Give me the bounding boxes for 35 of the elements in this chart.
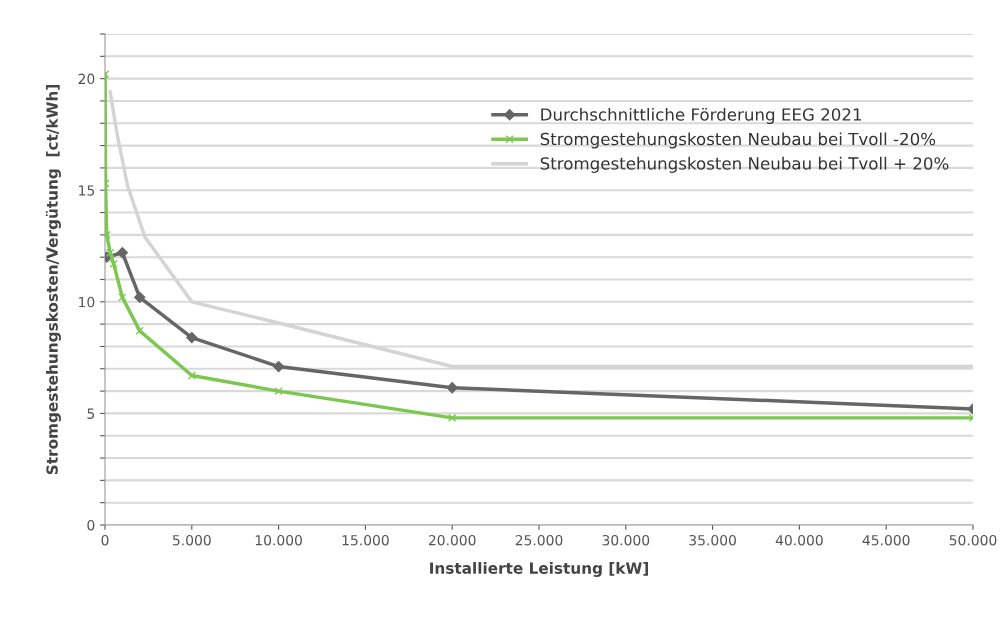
y-tick-label: 5 bbox=[87, 408, 95, 419]
x-tick-label: 15.000 bbox=[342, 534, 389, 546]
x-tick-label: 5.000 bbox=[172, 534, 211, 546]
legend-label: Durchschnittliche Förderung EEG 2021 bbox=[541, 107, 862, 125]
y-axis-title: Stromgestehungskosten/Vergütung [ct/kWh] bbox=[45, 85, 61, 475]
x-tick-label: 25.000 bbox=[515, 534, 563, 546]
y-tick-label: 15 bbox=[79, 185, 95, 196]
x-tick-label: 20.000 bbox=[428, 534, 476, 546]
point bbox=[186, 331, 198, 344]
x-tick-label: 30.000 bbox=[602, 534, 650, 546]
point bbox=[272, 360, 285, 373]
point bbox=[135, 326, 144, 335]
y-tick-label: 10 bbox=[79, 296, 95, 308]
point bbox=[109, 259, 118, 269]
x-tick-label: 50.000 bbox=[949, 534, 997, 546]
x-tick-label: 45.000 bbox=[862, 534, 910, 546]
x-tick-label: 10.000 bbox=[255, 534, 302, 546]
point bbox=[134, 291, 146, 303]
point bbox=[448, 413, 457, 423]
legend-label: Stromgestehungskosten Neubau bei Tvoll + 20% bbox=[540, 156, 949, 173]
x-tick-label: 0 bbox=[101, 534, 109, 546]
x-tick-label: 35.000 bbox=[689, 534, 736, 546]
point bbox=[106, 248, 115, 257]
point bbox=[274, 386, 283, 396]
point bbox=[446, 382, 458, 394]
point bbox=[116, 247, 128, 259]
y-tick-label: 0 bbox=[87, 519, 95, 531]
point bbox=[187, 371, 196, 380]
line-series bbox=[105, 70, 973, 423]
x-axis-title: Installierte Leistung [kW] bbox=[430, 562, 648, 577]
point bbox=[118, 293, 127, 302]
line-series bbox=[108, 90, 973, 369]
y-tick-label: 20 bbox=[78, 73, 95, 85]
legend-label: Stromgestehungskosten Neubau bei Tvoll -20% bbox=[540, 132, 936, 149]
x-tick-label: 40.000 bbox=[775, 534, 823, 546]
